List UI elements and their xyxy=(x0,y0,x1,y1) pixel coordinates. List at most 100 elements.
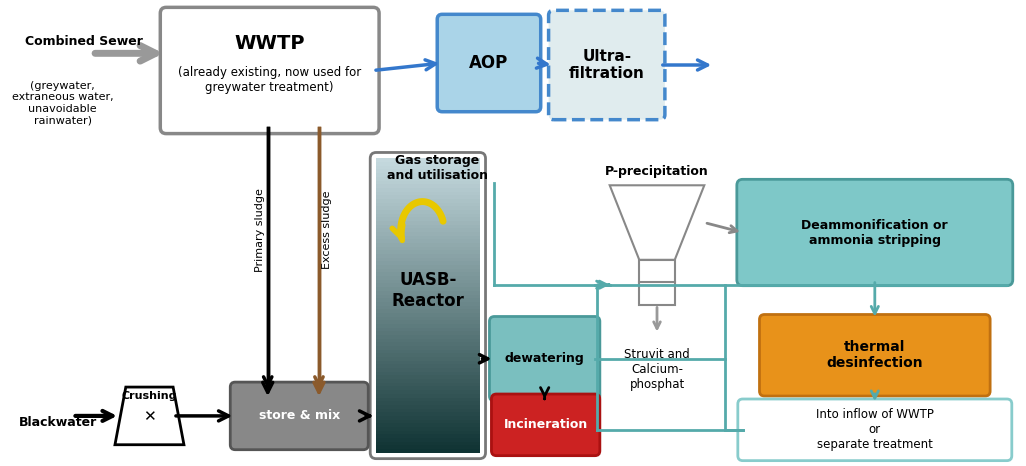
Bar xyxy=(377,404,479,409)
Bar xyxy=(377,305,479,309)
Bar xyxy=(377,287,479,291)
Bar xyxy=(377,331,479,335)
Text: Combined Sewer: Combined Sewer xyxy=(26,35,144,48)
FancyBboxPatch shape xyxy=(549,10,665,120)
Text: (greywater,
extraneous water,
unavoidable
rainwater): (greywater, extraneous water, unavoidabl… xyxy=(12,81,114,125)
Bar xyxy=(377,298,479,302)
Bar xyxy=(377,191,479,195)
Bar xyxy=(377,335,479,339)
Text: Gas storage
and utilisation: Gas storage and utilisation xyxy=(387,154,487,182)
Bar xyxy=(377,327,479,331)
Bar xyxy=(377,390,479,394)
Text: P-precipitation: P-precipitation xyxy=(605,165,709,178)
Bar xyxy=(377,379,479,383)
Bar xyxy=(377,316,479,320)
Bar xyxy=(377,356,479,361)
Bar xyxy=(377,423,479,427)
Bar xyxy=(377,217,479,221)
Text: Into inflow of WWTP
or
separate treatment: Into inflow of WWTP or separate treatmen… xyxy=(816,408,934,451)
FancyBboxPatch shape xyxy=(759,315,990,396)
Text: thermal
desinfection: thermal desinfection xyxy=(827,340,923,370)
Bar xyxy=(377,283,479,287)
Bar xyxy=(377,202,479,206)
Bar xyxy=(377,184,479,188)
Bar xyxy=(377,342,479,346)
Bar xyxy=(377,242,479,247)
Bar xyxy=(377,290,479,295)
Bar xyxy=(377,375,479,379)
Bar xyxy=(377,445,479,449)
FancyBboxPatch shape xyxy=(437,14,541,112)
FancyBboxPatch shape xyxy=(160,7,379,134)
Bar xyxy=(377,228,479,232)
Polygon shape xyxy=(115,387,184,445)
Bar xyxy=(377,382,479,386)
Bar xyxy=(377,353,479,357)
Bar xyxy=(377,441,479,445)
Bar xyxy=(377,434,479,438)
Polygon shape xyxy=(609,185,704,260)
Bar xyxy=(377,180,479,184)
Bar xyxy=(377,224,479,228)
Bar xyxy=(377,239,479,243)
Bar xyxy=(377,195,479,199)
Bar xyxy=(377,272,479,276)
Bar xyxy=(377,268,479,273)
Bar xyxy=(377,257,479,261)
Bar xyxy=(377,276,479,280)
Bar xyxy=(377,169,479,173)
Bar xyxy=(639,260,675,305)
Bar xyxy=(377,220,479,225)
Bar xyxy=(377,349,479,353)
Bar xyxy=(377,206,479,210)
Text: dewatering: dewatering xyxy=(505,352,585,365)
Text: Ultra-
filtration: Ultra- filtration xyxy=(568,49,644,81)
Bar xyxy=(377,209,479,213)
Bar xyxy=(377,408,479,412)
Bar xyxy=(377,302,479,306)
Bar xyxy=(377,199,479,203)
Bar xyxy=(377,438,479,442)
Bar xyxy=(377,312,479,316)
Bar xyxy=(377,158,479,162)
Text: Struvit and
Calcium-
phosphat: Struvit and Calcium- phosphat xyxy=(624,348,689,391)
Bar xyxy=(377,213,479,217)
Bar xyxy=(377,162,479,166)
Bar xyxy=(377,430,479,434)
FancyBboxPatch shape xyxy=(737,179,1013,286)
Bar xyxy=(377,165,479,170)
Bar xyxy=(377,371,479,376)
Bar xyxy=(377,448,479,452)
Bar xyxy=(377,279,479,283)
Text: (already existing, now used for
greywater treatment): (already existing, now used for greywate… xyxy=(179,66,361,94)
Bar xyxy=(377,368,479,372)
Bar xyxy=(377,412,479,416)
Text: AOP: AOP xyxy=(469,54,509,72)
Bar xyxy=(377,294,479,298)
Bar xyxy=(377,386,479,390)
Text: Primary sludge: Primary sludge xyxy=(254,188,265,272)
Bar xyxy=(377,338,479,343)
Bar xyxy=(377,393,479,397)
Bar xyxy=(377,397,479,401)
Bar xyxy=(377,254,479,258)
Bar xyxy=(377,235,479,240)
Bar xyxy=(377,265,479,269)
Text: Incineration: Incineration xyxy=(504,418,588,432)
Text: Deammonification or
ammonia stripping: Deammonification or ammonia stripping xyxy=(801,219,948,247)
Bar xyxy=(377,176,479,180)
FancyBboxPatch shape xyxy=(738,399,1012,460)
Bar xyxy=(377,246,479,250)
Text: Crushing: Crushing xyxy=(122,391,177,401)
Bar xyxy=(377,250,479,254)
Text: ✕: ✕ xyxy=(143,410,156,425)
Text: WWTP: WWTP xyxy=(234,34,305,53)
Bar xyxy=(377,320,479,324)
Bar xyxy=(377,426,479,431)
Text: Blackwater: Blackwater xyxy=(18,416,96,429)
Bar xyxy=(377,187,479,192)
Bar xyxy=(377,364,479,368)
Bar xyxy=(377,261,479,265)
Bar xyxy=(377,415,479,419)
Bar xyxy=(377,323,479,328)
